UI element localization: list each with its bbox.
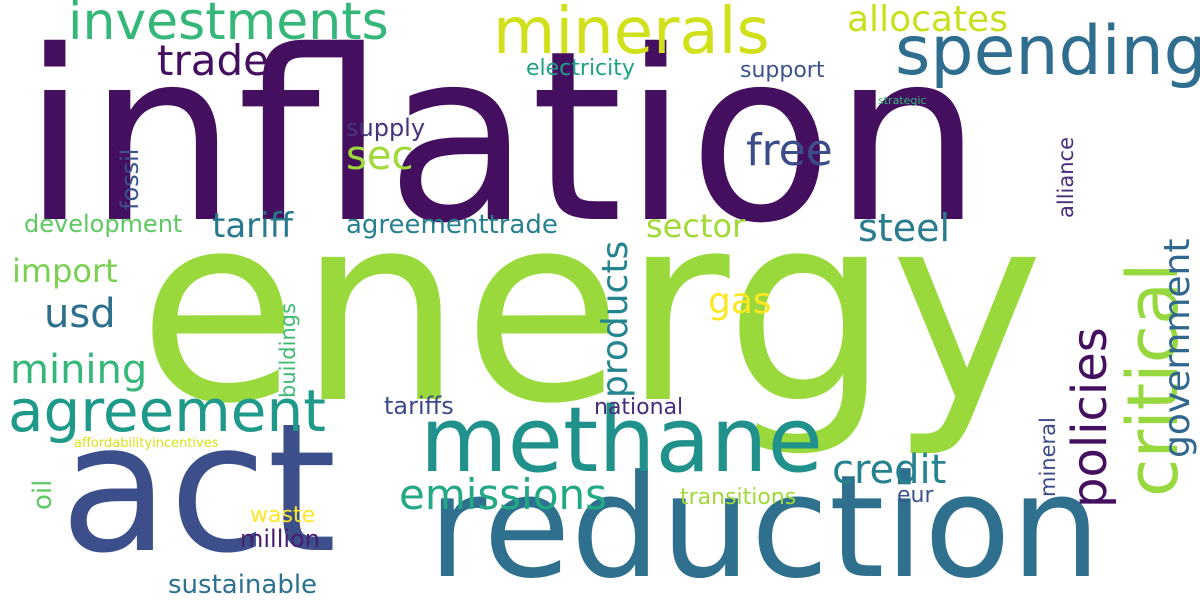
word-affordabilityincentives: affordabilityincentives xyxy=(74,437,219,450)
word-mineral: mineral xyxy=(1038,417,1059,497)
word-gas: gas xyxy=(708,284,772,320)
word-development: development xyxy=(24,212,182,236)
word-strategic: strategic xyxy=(878,95,926,106)
word-import: import xyxy=(12,255,118,287)
word-sector: sector xyxy=(646,210,745,242)
word-usd: usd xyxy=(44,294,116,334)
word-electricity: electricity xyxy=(526,58,635,80)
word-free: free xyxy=(746,129,833,173)
word-national: national xyxy=(594,397,683,419)
word-tariffs: tariffs xyxy=(384,394,454,418)
word-agreementtrade: agreementtrade xyxy=(346,212,558,238)
word-sec: sec xyxy=(346,136,413,176)
word-transitions: transitions xyxy=(680,487,796,509)
word-support: support xyxy=(740,60,824,82)
word-steel: steel xyxy=(858,209,950,247)
word-policies: policies xyxy=(1066,327,1114,508)
word-minerals: minerals xyxy=(493,0,770,64)
word-fossil: fossil xyxy=(118,149,142,210)
word-tariff: tariff xyxy=(212,209,293,243)
word-oil: oil xyxy=(30,480,56,510)
word-supply: supply xyxy=(346,116,425,140)
word-products: products xyxy=(598,241,634,398)
word-trade: trade xyxy=(157,40,269,82)
word-alliance: alliance xyxy=(1056,137,1077,218)
word-emissions: emissions xyxy=(399,474,607,516)
word-allocates: allocates xyxy=(847,2,1008,38)
word-waste: waste xyxy=(250,505,315,527)
word-million: million xyxy=(240,527,320,551)
word-sustainable: sustainable xyxy=(168,572,317,598)
word-mining: mining xyxy=(10,350,147,390)
word-buildings: buildings xyxy=(278,303,299,398)
word-eur: eur xyxy=(897,485,934,507)
word-government: government xyxy=(1160,239,1196,458)
